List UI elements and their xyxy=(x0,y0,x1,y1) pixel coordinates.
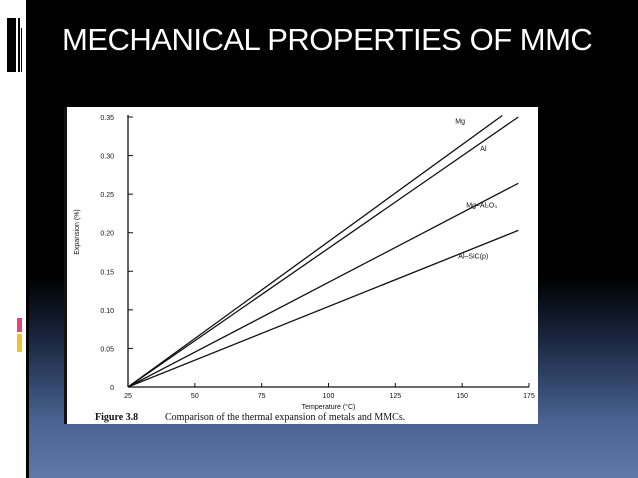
x-tick-label: 175 xyxy=(523,393,535,400)
accent-yellow-marker xyxy=(17,334,22,352)
x-tick-label: 50 xyxy=(191,393,199,400)
y-tick-label: 0.10 xyxy=(100,308,114,315)
series-line xyxy=(127,114,503,388)
x-tick-label: 75 xyxy=(258,393,266,400)
series-line xyxy=(127,229,519,388)
series-line xyxy=(127,182,519,388)
y-tick-label: 0.20 xyxy=(100,231,114,238)
figure-panel: 0 0.05 0.10 0.15 0.20 0.25 0.30 0.35 25 50 75 100 12… xyxy=(64,107,538,424)
slide-left-rail xyxy=(0,0,26,478)
x-tick-label: 150 xyxy=(456,393,468,400)
x-tick-label: 25 xyxy=(124,393,132,400)
x-axis-label: Temperature (°C) xyxy=(302,403,356,411)
rail-separator xyxy=(26,0,29,478)
thermal-expansion-chart: 0 0.05 0.10 0.15 0.20 0.25 0.30 0.35 25 50 75 100 12… xyxy=(74,114,535,423)
y-tick-label: 0.30 xyxy=(100,154,114,161)
accent-pink-marker xyxy=(17,318,22,332)
y-tick-label: 0.35 xyxy=(100,115,114,122)
y-tick-label: 0.05 xyxy=(100,346,114,353)
series-label: Mg–Al₂O₃ xyxy=(466,202,497,209)
series-label: Al xyxy=(480,146,487,153)
x-tick-label: 125 xyxy=(389,393,401,400)
y-tick-label: 0 xyxy=(110,385,114,392)
series-label: Al–SiC(p) xyxy=(458,253,488,260)
y-axis-label: Expansion (%) xyxy=(74,209,81,255)
slide-title: MECHANICAL PROPERTIES OF MMC xyxy=(62,22,593,57)
y-tick-label: 0.25 xyxy=(100,192,114,199)
figure-caption-text: Comparison of the thermal expansion of m… xyxy=(165,412,405,423)
y-tick-label: 0.15 xyxy=(100,269,114,276)
series-line xyxy=(127,116,519,388)
series-label: Mg xyxy=(455,118,465,125)
x-tick-label: 100 xyxy=(323,393,335,400)
figure-caption-label: Figure 3.8 xyxy=(95,412,138,423)
